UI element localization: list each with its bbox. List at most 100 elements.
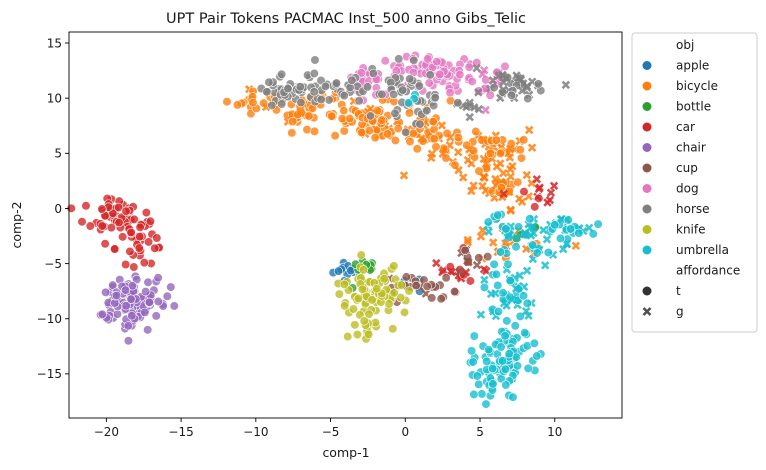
point-horse-t [453,98,463,108]
point-horse-t [339,91,349,101]
point-umbrella-g [511,284,521,293]
point-bicycle-g [478,135,488,144]
point-umbrella-t [479,282,490,293]
point-horse-t [425,70,435,80]
point-umbrella-t [491,269,501,279]
point-knife-t [348,304,359,314]
point-umbrella-t [496,342,506,352]
point-umbrella-g [486,289,496,299]
point-umbrella-g [542,235,552,244]
point-umbrella-t [523,363,533,373]
point-chair-t [162,291,172,301]
legend-label-cup: cup [676,161,698,175]
point-bicycle-g [506,205,515,214]
series-chair [96,271,179,346]
point-horse-t [414,81,424,91]
point-umbrella-t [495,247,506,257]
point-horse-t [262,87,272,97]
point-umbrella-t [466,346,477,356]
point-horse-t [533,79,543,89]
point-car-t [534,193,544,203]
point-car-t [77,217,87,227]
point-umbrella-g [540,261,550,270]
point-apple-t [333,266,344,276]
point-horse-t [377,89,387,99]
point-bicycle-g [515,194,524,203]
legend-label-t: t [676,284,681,298]
point-umbrella-t [482,356,492,366]
point-car-g [532,174,542,184]
point-cup-t [474,253,484,263]
point-car-g [499,189,508,199]
point-knife-t [364,329,374,339]
point-bicycle-t [302,125,312,135]
point-horse-t [394,54,404,64]
point-dog-t [380,56,390,66]
point-chair-t [166,282,176,292]
point-umbrella-g [529,228,538,238]
point-horse-t [415,119,425,129]
x-tick-label: 10 [547,425,562,439]
series-umbrella [403,90,603,409]
point-dog-t [435,69,445,80]
point-umbrella-t [483,217,494,227]
point-bicycle-t [428,116,438,127]
legend-label-horse: horse [676,202,710,216]
point-umbrella-g [515,271,524,280]
point-bicycle-t [248,97,258,108]
point-umbrella-t [511,242,521,252]
point-chair-t [126,294,136,304]
point-umbrella-g [562,239,571,249]
x-tick-label: −5 [322,425,340,439]
y-tick-label: 15 [47,36,62,50]
point-bicycle-g [399,171,409,180]
point-umbrella-t [474,379,484,389]
point-horse-g [472,63,481,73]
point-umbrella-t [593,219,603,229]
point-cup-t [401,272,411,282]
x-tick-label: 5 [476,425,484,439]
point-horse-t [405,74,415,84]
point-dog-t [464,62,474,72]
point-bicycle-g [479,154,488,164]
point-bicycle-t [327,111,337,121]
point-umbrella-t [532,351,542,361]
series-horse [256,54,571,137]
x-tick-label: −10 [243,425,268,439]
point-umbrella-t [501,224,511,234]
point-chair-t [143,325,153,335]
point-car-t [81,201,91,211]
point-chair-t [127,281,137,291]
point-umbrella-g [520,230,529,239]
point-chair-t [123,321,133,331]
point-car-t [129,262,139,272]
point-knife-t [389,288,399,298]
point-car-t [114,217,124,228]
point-dog-t [432,57,442,67]
point-horse-t [390,108,400,118]
point-car-t [110,244,120,254]
point-chair-t [121,285,131,295]
point-horse-t [320,81,331,91]
point-chair-t [112,309,123,319]
point-umbrella-t [510,321,520,331]
point-dog-g [478,69,487,79]
point-horse-t [368,68,378,79]
point-umbrella-t [555,233,566,244]
point-bicycle-g [524,125,534,135]
point-horse-t [398,85,408,95]
point-horse-t [506,90,517,100]
y-tick-label: 5 [54,147,62,161]
point-bicycle-t [515,145,525,155]
point-umbrella-g [507,295,517,304]
point-dog-t [445,88,455,98]
legend-style-title: affordance [676,264,740,278]
point-umbrella-t [574,228,584,238]
series-car [66,174,559,286]
point-umbrella-t [518,291,529,301]
chart-title: UPT Pair Tokens PACMAC Inst_500 anno Gib… [166,11,526,27]
point-umbrella-t [468,357,478,367]
point-car-t [519,186,529,197]
point-knife-t [388,324,398,334]
series-knife [333,250,414,344]
